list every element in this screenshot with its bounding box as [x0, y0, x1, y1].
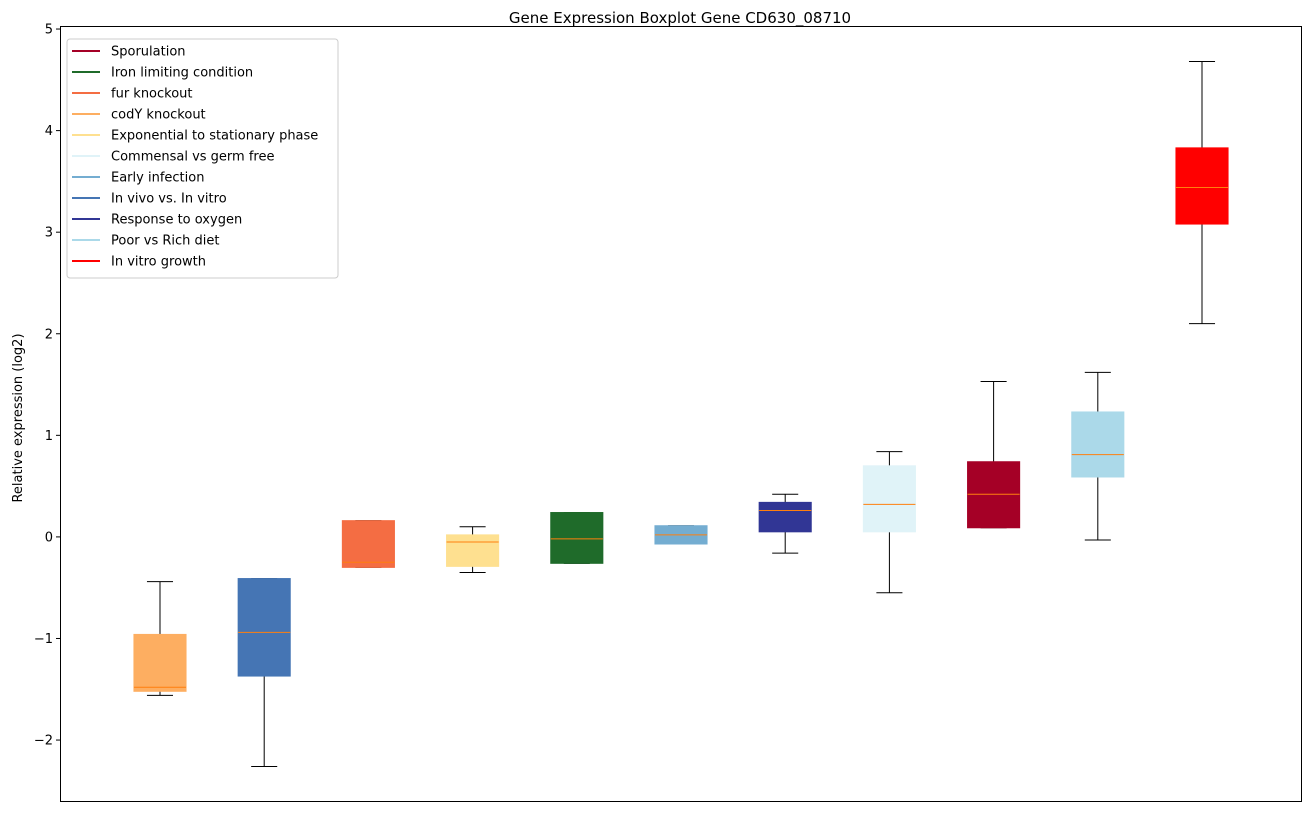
box-7 [758, 493, 812, 554]
box-2 [237, 578, 291, 767]
boxes-layer [133, 61, 1229, 767]
box-body [237, 578, 291, 677]
legend-item: fur knockout [72, 87, 193, 102]
legend-label: In vivo vs. In vitro [111, 192, 227, 207]
legend-label: Commensal vs germ free [111, 150, 274, 165]
y-axis-label: Relative expression (log2) [11, 333, 26, 502]
legend-label: Sporulation [111, 45, 186, 60]
legend-item: Iron limiting condition [72, 66, 253, 81]
y-tick-label: −2 [34, 734, 53, 749]
y-tick-label: 4 [45, 124, 53, 139]
box-3 [341, 520, 395, 568]
y-tick-label: −1 [34, 632, 53, 647]
box-4 [446, 526, 500, 573]
legend-label: In vitro growth [111, 255, 206, 270]
legend: Sporulation Iron limiting condition fur kn… [66, 38, 339, 279]
box-1 [133, 581, 187, 696]
legend-item: Exponential to stationary phase [72, 129, 318, 144]
y-tick-label: 3 [45, 226, 53, 241]
legend-item: Sporulation [72, 45, 186, 60]
legend-item: Early infection [72, 171, 204, 186]
box-body [758, 501, 812, 533]
y-tick-label: 1 [45, 429, 53, 444]
legend-label: Exponential to stationary phase [111, 129, 318, 144]
legend-item: In vitro growth [72, 255, 206, 270]
box-body [133, 633, 187, 692]
legend-item: Commensal vs germ free [72, 150, 274, 165]
legend-label: Iron limiting condition [111, 66, 253, 81]
box-10 [1071, 371, 1125, 541]
legend-item: In vivo vs. In vitro [72, 192, 227, 207]
legend-item: Poor vs Rich diet [72, 234, 219, 249]
box-body [341, 520, 395, 568]
y-axis-ticks: −2 −1 0 1 2 3 4 5 [34, 23, 61, 749]
y-tick-label: 2 [45, 327, 53, 342]
box-body [446, 534, 500, 567]
box-6 [654, 525, 708, 545]
legend-item: codY knockout [72, 108, 206, 123]
box-8 [862, 451, 916, 594]
y-tick-label: 0 [45, 530, 53, 545]
y-tick-label: 5 [45, 23, 53, 38]
legend-label: Response to oxygen [111, 213, 242, 228]
box-body [1071, 411, 1125, 478]
plot-frame [60, 26, 1302, 802]
legend-label: codY knockout [111, 108, 206, 123]
box-body [550, 512, 604, 564]
chart-title: Gene Expression Boxplot Gene CD630_08710 [509, 9, 851, 28]
legend-label: fur knockout [111, 87, 193, 102]
legend-label: Poor vs Rich diet [111, 234, 219, 249]
box-body [967, 461, 1021, 529]
box-body [1175, 147, 1229, 225]
box-5 [550, 512, 604, 564]
legend-frame [66, 38, 339, 279]
box-body [862, 465, 916, 533]
legend-item: Response to oxygen [72, 213, 242, 228]
legend-label: Early infection [111, 171, 204, 186]
box-9 [967, 380, 1021, 529]
box-11 [1175, 61, 1229, 325]
